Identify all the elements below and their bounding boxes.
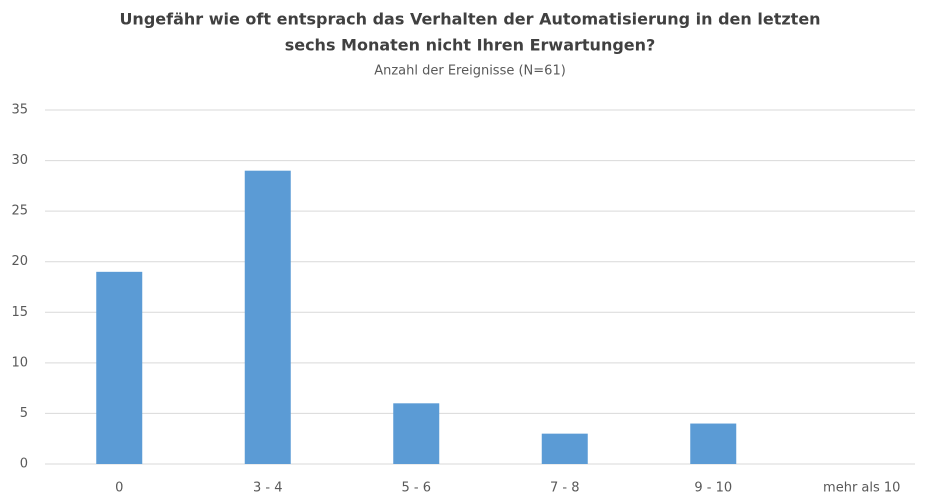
x-tick-label: 9 - 10 xyxy=(694,481,732,496)
bar xyxy=(541,433,588,464)
y-tick-label: 0 xyxy=(20,457,28,472)
bar xyxy=(96,271,143,464)
bar xyxy=(690,423,737,464)
chart-title: sechs Monaten nicht Ihren Erwartungen? xyxy=(285,36,656,55)
x-tick-label: mehr als 10 xyxy=(823,481,900,496)
bar xyxy=(244,170,291,464)
y-tick-label: 25 xyxy=(11,204,28,219)
chart-title: Ungefähr wie oft entsprach das Verhalten… xyxy=(119,10,820,29)
x-tick-label: 7 - 8 xyxy=(550,481,580,496)
x-tick-label: 0 xyxy=(115,481,123,496)
chart-subtitle: Anzahl der Ereignisse (N=61) xyxy=(374,64,566,79)
x-tick-label: 3 - 4 xyxy=(253,481,283,496)
y-tick-label: 30 xyxy=(11,153,28,168)
y-tick-label: 5 xyxy=(20,406,28,421)
y-tick-label: 20 xyxy=(11,254,28,269)
bar xyxy=(393,403,440,464)
y-tick-label: 10 xyxy=(11,355,28,370)
y-tick-label: 15 xyxy=(11,305,28,320)
x-tick-label: 5 - 6 xyxy=(402,481,432,496)
y-tick-label: 35 xyxy=(11,103,28,118)
